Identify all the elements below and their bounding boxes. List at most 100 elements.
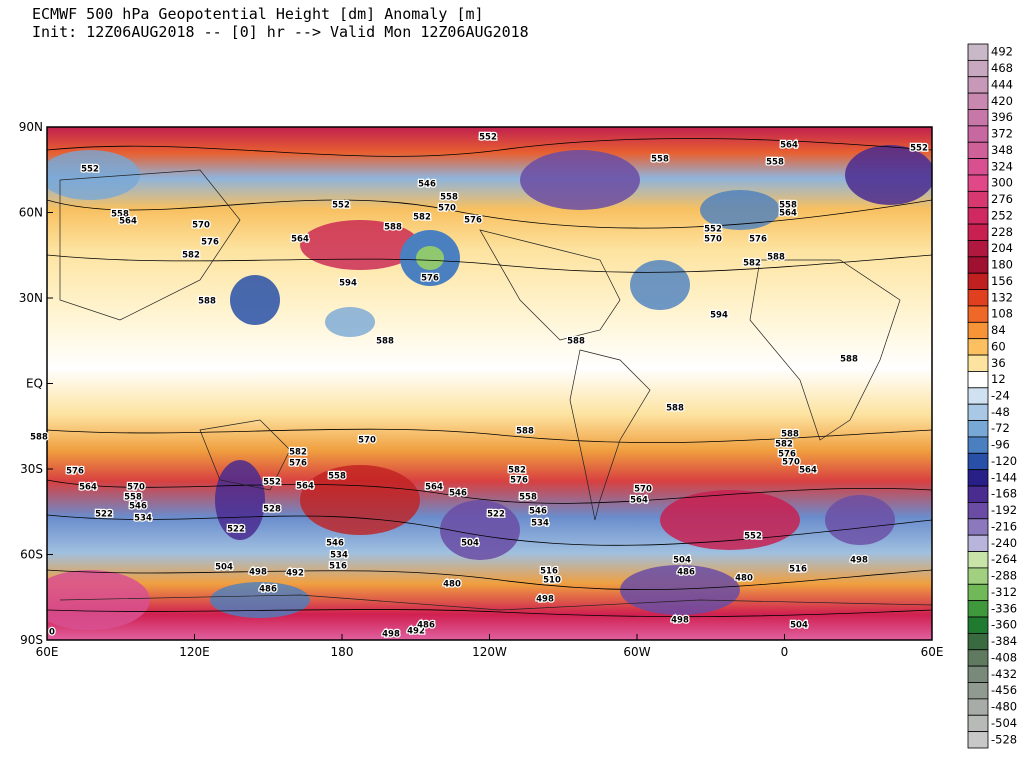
contour-label: 486 [259, 585, 277, 595]
contour-label: 576 [201, 238, 219, 248]
contour-label: 498 [536, 595, 554, 605]
lon-label: 60E [921, 645, 944, 659]
contour-label: 582 [413, 213, 431, 223]
colorbar-swatch [967, 289, 989, 307]
colorbar-swatch [967, 452, 989, 471]
colorbar-swatch [967, 256, 989, 274]
contour-label: 498 [850, 556, 868, 566]
contour-label: 588 [767, 253, 785, 263]
contour-label: 558 [124, 493, 142, 503]
colorbar-label: -264 [991, 552, 1017, 566]
colorbar-swatch [967, 551, 989, 569]
contour-label: 528 [263, 505, 281, 515]
colorbar-label: -528 [991, 732, 1017, 746]
colorbar-swatch [967, 731, 989, 749]
colorbar-label: 108 [991, 307, 1013, 321]
colorbar-swatch [967, 207, 989, 225]
contour-label: 564 [291, 235, 309, 245]
contour-label: 552 [332, 201, 350, 211]
contour-label: 510 [543, 576, 561, 586]
contour-label: 534 [134, 514, 152, 524]
colorbar-swatch [967, 583, 989, 602]
colorbar-label: -48 [991, 405, 1010, 419]
anomaly-blob [520, 150, 640, 210]
lat-label: 90N [19, 120, 43, 134]
contour-label: 516 [329, 562, 347, 572]
contour-label: 558 [779, 201, 797, 211]
contour-label: 594 [339, 279, 357, 289]
colorbar-swatch [967, 371, 989, 389]
contour-label: 552 [744, 532, 762, 542]
contour-label: 498 [249, 568, 267, 578]
colorbar-swatch [967, 682, 989, 700]
anomaly-blob [660, 490, 800, 550]
contour-label: 576 [749, 235, 767, 245]
colorbar-swatch [967, 436, 989, 454]
colorbar-swatch [967, 158, 989, 176]
anomaly-blob [845, 145, 932, 205]
colorbar-label: -288 [991, 569, 1017, 583]
colorbar-label: 300 [991, 176, 1013, 190]
colorbar-swatch [967, 665, 989, 683]
colorbar-label: -24 [991, 389, 1010, 403]
contour-label: 534 [531, 519, 549, 529]
contour-label: 576 [421, 274, 439, 284]
colorbar-swatch [967, 354, 989, 372]
colorbar-swatch [967, 190, 989, 209]
anomaly-blob [47, 150, 140, 200]
colorbar-swatch [967, 321, 989, 340]
colorbar-swatch [967, 223, 989, 241]
contour-label: 546 [529, 507, 547, 517]
contour-label: 564 [119, 217, 137, 227]
lon-label: 60W [623, 645, 650, 659]
contour-label: 570 [704, 235, 722, 245]
contour-label: 576 [510, 476, 528, 486]
contour-label: 588 [198, 297, 216, 307]
contour-label: 564 [425, 483, 443, 493]
contour-label: 588 [30, 433, 48, 443]
colorbar-label: 156 [991, 274, 1013, 288]
colorbar-label: 12 [991, 372, 1006, 386]
lat-label: EQ [26, 377, 43, 391]
colorbar-label: 372 [991, 127, 1013, 141]
anomaly-blob [325, 307, 375, 337]
contour-label: 552 [263, 478, 281, 488]
lat-label: 60S [20, 548, 43, 562]
colorbar-label: -144 [991, 470, 1017, 484]
colorbar-label: -216 [991, 519, 1017, 533]
contour-label: 504 [215, 563, 233, 573]
anomaly-background [47, 127, 932, 640]
contour-label: 504 [461, 539, 479, 549]
colorbar-label: 36 [991, 356, 1006, 370]
contour-label: 546 [449, 489, 467, 499]
colorbar-label: -72 [991, 421, 1010, 435]
colorbar-label: 348 [991, 143, 1013, 157]
colorbar-label: -384 [991, 634, 1017, 648]
contour-label: 570 [192, 221, 210, 231]
lon-label: 120W [472, 645, 507, 659]
contour-label: 588 [384, 223, 402, 233]
colorbar-label: 444 [991, 77, 1013, 91]
colorbar-label: 420 [991, 94, 1013, 108]
contour-label: 570 [358, 436, 376, 446]
title: ECMWF 500 hPa Geopotential Height [dm] A… [32, 5, 484, 23]
contour-label: 558 [766, 158, 784, 168]
contour-label: 552 [81, 165, 99, 175]
contour-label: 516 [789, 565, 807, 575]
contour-label: 564 [296, 482, 314, 492]
contour-label: 558 [519, 493, 537, 503]
contour-label: 558 [328, 472, 346, 482]
colorbar-swatch [967, 125, 989, 143]
contour-label: 552 [704, 225, 722, 235]
lon-label: 120E [179, 645, 210, 659]
contour-label: 588 [840, 355, 858, 365]
contour-label: 492 [286, 569, 304, 579]
colorbar-swatch [967, 649, 989, 667]
contour-label: 558 [440, 193, 458, 203]
anomaly-blob [416, 246, 444, 270]
contour-label: 522 [95, 510, 113, 520]
contour-label: 546 [418, 180, 436, 190]
colorbar-swatch [967, 518, 989, 536]
anomaly-blob [300, 220, 420, 270]
colorbar-swatch [967, 469, 989, 487]
